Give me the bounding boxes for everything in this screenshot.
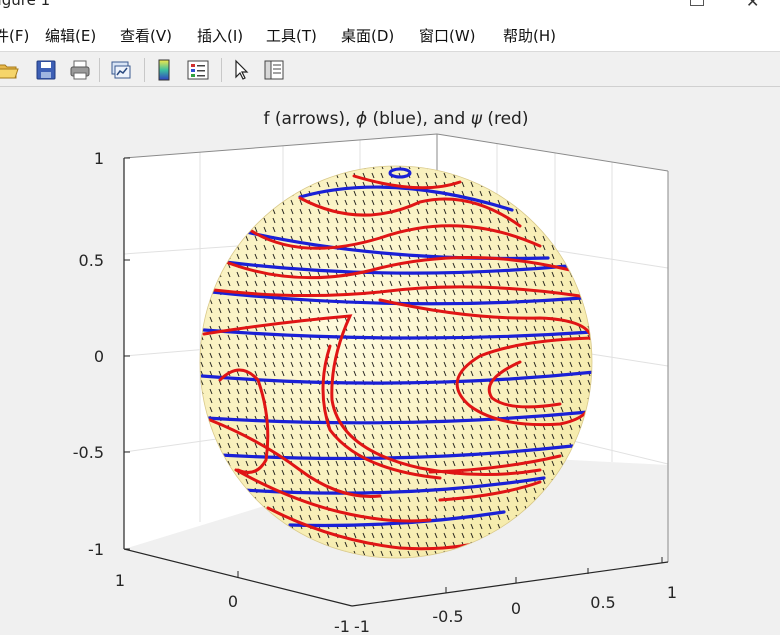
toolbar-separator [144,58,145,82]
legend-icon[interactable] [186,58,210,82]
x-tick-label: 0.5 [590,593,615,612]
colorbar-icon[interactable] [152,58,176,82]
z-tick-label: -1 [88,540,104,559]
menu-insert[interactable]: 插入(I) [197,27,244,45]
window-title: Figure 1 [0,0,51,9]
figure-area: f (arrows), ϕ (blue), and ψ (red) 1 0.5 … [0,87,780,636]
menu-bar: 件(F) 编辑(E) 查看(V) 插入(I) 工具(T) 桌面(D) 窗口(W)… [0,18,780,51]
link-plot-icon[interactable] [109,58,133,82]
title-part-phi-symbol: ϕ [356,109,367,129]
plot-title: f (arrows), ϕ (blue), and ψ (red) [264,109,529,129]
sphere-surface [200,166,592,558]
window-title-bar: Figure 1 ✕ [0,0,780,18]
edit-plot-arrow-icon[interactable] [230,58,254,82]
menu-file[interactable]: 件(F) [0,27,30,45]
title-part-f: f (arrows), [264,109,356,129]
toolbar-separator [221,58,222,82]
x-tick-labels: -1 -0.5 0 0.5 1 [354,583,677,636]
z-tick-label: 1 [94,149,104,168]
title-part-blue: (blue), and [367,109,471,129]
z-tick-labels: 1 0.5 0 -0.5 -1 [73,149,104,559]
y-tick-label: 0 [228,592,238,611]
close-button[interactable]: ✕ [746,0,760,11]
plot-svg[interactable]: f (arrows), ϕ (blue), and ψ (red) 1 0.5 … [0,87,780,636]
z-tick-label: 0.5 [79,251,104,270]
y-tick-label: -1 [334,617,350,635]
menu-desktop[interactable]: 桌面(D) [341,27,395,45]
x-tick-label: 1 [667,583,677,602]
property-inspector-icon[interactable] [262,58,286,82]
menu-window[interactable]: 窗口(W) [419,27,476,45]
menu-edit[interactable]: 编辑(E) [45,27,97,45]
y-tick-labels: 1 0 -1 [115,571,350,636]
z-tick-label: -0.5 [73,443,104,462]
title-part-red: (red) [482,109,529,129]
open-folder-icon[interactable] [0,58,20,82]
x-tick-label: 0 [511,599,521,618]
x-tick-label: -0.5 [432,607,463,626]
psi-contours [202,174,592,551]
print-icon[interactable] [68,58,92,82]
toolbar-separator [99,58,100,82]
x-tick-label: -1 [354,617,370,635]
z-tick-label: 0 [94,347,104,366]
y-tick-label: 1 [115,571,125,590]
title-part-psi-symbol: ψ [471,109,483,129]
minimize-button[interactable] [690,0,704,6]
save-icon[interactable] [34,58,58,82]
menu-help[interactable]: 帮助(H) [503,27,556,45]
menu-tools[interactable]: 工具(T) [266,27,317,45]
toolbar [0,51,780,87]
menu-view[interactable]: 查看(V) [120,27,172,45]
